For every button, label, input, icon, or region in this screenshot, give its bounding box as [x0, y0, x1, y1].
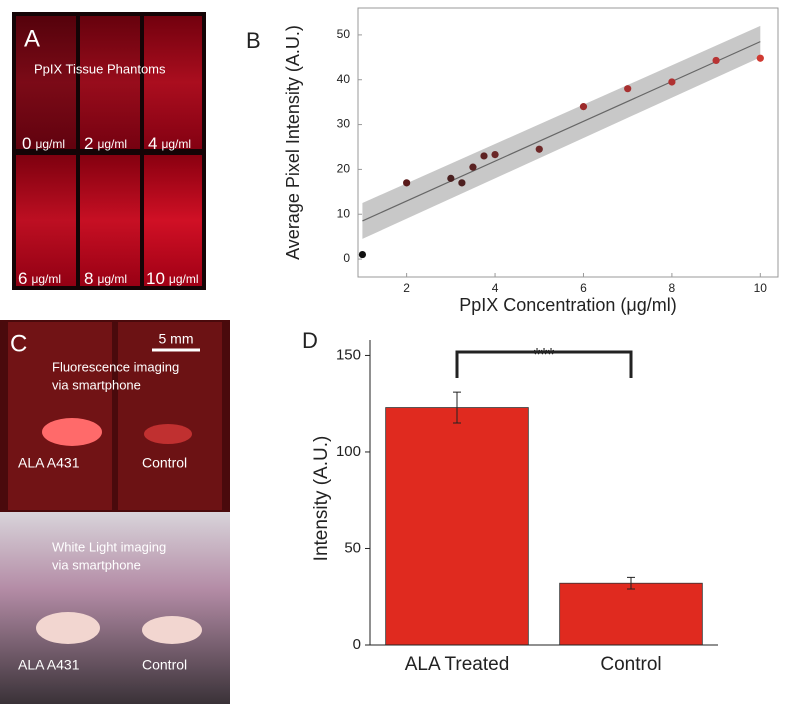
concentration-label: 0 μg/ml: [22, 134, 65, 153]
photo-title: PpIX Tissue Phantoms: [34, 61, 166, 76]
panel-letter: B: [246, 28, 261, 53]
x-tick-label: 4: [492, 281, 499, 295]
sample-label: Control: [142, 657, 187, 673]
point: [447, 174, 455, 182]
panel-letter: D: [302, 328, 318, 353]
point: [458, 179, 466, 187]
point: [535, 145, 543, 153]
y-tick-label: 0: [353, 636, 361, 653]
significance-label: ***: [533, 345, 554, 365]
unit: μg/ml: [35, 137, 65, 151]
tissue: [144, 424, 192, 444]
y-axis-title: Average Pixel Intensity (A.U.): [283, 25, 303, 260]
number: 0: [22, 134, 31, 153]
unit: μg/ml: [97, 137, 127, 151]
tissue: [42, 418, 102, 446]
unit: μg/ml: [97, 272, 127, 286]
cuvette: [118, 322, 222, 510]
y-tick-label: 100: [336, 443, 361, 460]
y-tick-label: 50: [337, 27, 351, 41]
y-axis-title: Intensity (A.U.): [311, 436, 332, 562]
point: [491, 151, 499, 159]
concentration-label: 4 μg/ml: [148, 134, 191, 153]
number: 2: [84, 134, 93, 153]
point: [624, 85, 632, 93]
scale-bar-label: 5 mm: [159, 331, 194, 347]
sample-label: Control: [142, 455, 187, 471]
y-tick-label: 0: [343, 251, 350, 265]
y-tick-label: 10: [337, 206, 351, 220]
significance-bracket: [455, 350, 633, 378]
plot-frame: [357, 7, 779, 278]
number: 10: [146, 269, 165, 288]
cuvette: [8, 322, 112, 510]
point: [358, 250, 367, 259]
error-bar: [453, 391, 461, 424]
error-bar: [627, 576, 635, 590]
caption: Fluorescence imaging: [52, 359, 179, 374]
unit: μg/ml: [31, 272, 61, 286]
caption: via smartphone: [52, 377, 141, 392]
bar: [559, 582, 703, 646]
concentration-label: 8 μg/ml: [84, 269, 127, 288]
point: [756, 54, 764, 62]
number: 8: [84, 269, 93, 288]
confidence-band: [362, 25, 761, 239]
x-tick-label: 8: [669, 281, 676, 295]
concentration-label: 6 μg/ml: [18, 269, 61, 288]
tissue: [36, 612, 100, 644]
sample-label: ALA A431: [18, 657, 80, 673]
y-tick-label: 50: [344, 539, 361, 556]
number: 4: [148, 134, 157, 153]
x-tick-label: Control: [600, 654, 661, 675]
x-axis-title: PpIX Concentration (μg/ml): [459, 295, 676, 315]
x-tick-label: ALA Treated: [405, 654, 510, 675]
panel-letter: A: [24, 25, 40, 52]
caption: via smartphone: [52, 557, 141, 572]
point: [579, 103, 588, 111]
tissue: [142, 616, 202, 644]
point: [668, 78, 676, 86]
y-tick-label: 30: [337, 117, 351, 131]
x-tick-label: 2: [403, 281, 410, 295]
sample-label: ALA A431: [18, 455, 80, 471]
caption: White Light imaging: [52, 539, 166, 554]
point: [403, 179, 411, 187]
concentration-label: 2 μg/ml: [84, 134, 127, 153]
y-tick-label: 150: [336, 346, 361, 363]
y-tick-label: 20: [337, 162, 351, 176]
unit: μg/ml: [161, 137, 191, 151]
photo-white-light: [0, 512, 230, 704]
concentration-label: 10 μg/ml: [146, 269, 199, 288]
panel-letter: C: [10, 330, 27, 357]
point: [480, 152, 488, 160]
point: [712, 56, 720, 65]
number: 6: [18, 269, 27, 288]
x-tick-label: 6: [580, 281, 587, 295]
vials: [16, 16, 202, 286]
unit: μg/ml: [169, 272, 199, 286]
point: [469, 163, 477, 171]
fit-line: [362, 41, 761, 222]
bar: [385, 407, 529, 646]
y-tick-label: 40: [337, 72, 351, 86]
x-tick-label: 10: [754, 281, 768, 295]
